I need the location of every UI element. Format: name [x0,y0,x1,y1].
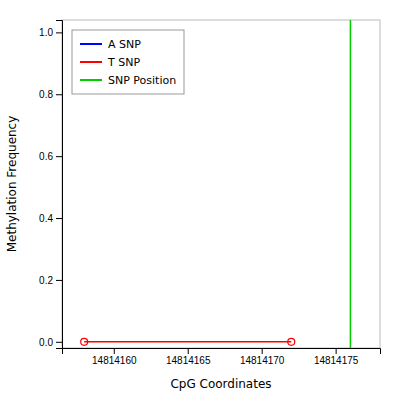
x-tick-label: 14814170 [240,355,285,366]
legend-label: SNP Position [108,74,176,87]
plot-area: 148141601481416514814170148141750.00.20.… [39,20,380,366]
y-axis-title: Methylation Frequency [5,116,19,253]
legend-label: T SNP [107,56,140,69]
x-axis: 14814160 14814165 14814170 14814175 [63,348,381,366]
x-tick: 14814170 [240,348,285,366]
legend-swatch [80,61,102,63]
y-tick-label: 0.4 [39,213,53,224]
legend-box [72,30,184,94]
series [350,20,351,348]
y-tick-mark [56,342,62,343]
legend-swatch [80,79,102,81]
plot-frame [62,20,380,348]
y-tick-label: 1.0 [39,27,53,38]
y-tick-label: 0.6 [39,151,53,162]
y-tick: 0.4 [39,213,62,224]
x-tick: 14814160 [92,348,137,366]
legend: A SNP T SNP SNP Position [72,30,184,94]
x-tick-label: 14814175 [314,355,359,366]
y-tick-label: 0.2 [39,275,53,286]
y-tick-label: 0.8 [39,89,53,100]
legend-swatch [80,43,102,45]
y-tick-mark [56,218,62,219]
x-tick-mark [188,348,189,354]
x-axis-line [63,349,381,355]
series [81,338,295,345]
x-tick: 14814165 [166,348,211,366]
x-tick-label: 14814160 [92,355,137,366]
y-axis-line [56,21,63,349]
chart: 148141601481416514814170148141750.00.20.… [0,0,400,400]
series-line [84,341,291,343]
snp-line [350,20,352,348]
y-tick: 1.0 [39,27,62,38]
x-axis-title: CpG Coordinates [170,377,271,391]
y-tick: 0.0 [39,337,62,348]
y-axis: 0.0 0.2 0.4 0.6 0.8 1.0 [39,21,62,349]
x-tick-mark [336,348,337,354]
series-point [288,338,295,345]
y-tick-mark [56,32,62,33]
y-tick: 0.8 [39,89,62,100]
x-tick-mark [262,348,263,354]
x-tick-mark [114,348,115,354]
series-point [81,338,88,345]
y-tick: 0.6 [39,151,62,162]
y-tick-mark [56,156,62,157]
y-tick: 0.2 [39,275,62,286]
x-tick: 14814175 [314,348,359,366]
y-tick-label: 0.0 [39,337,53,348]
y-tick-mark [56,280,62,281]
y-tick-mark [56,94,62,95]
legend-label: A SNP [108,38,141,51]
x-tick-label: 14814165 [166,355,211,366]
